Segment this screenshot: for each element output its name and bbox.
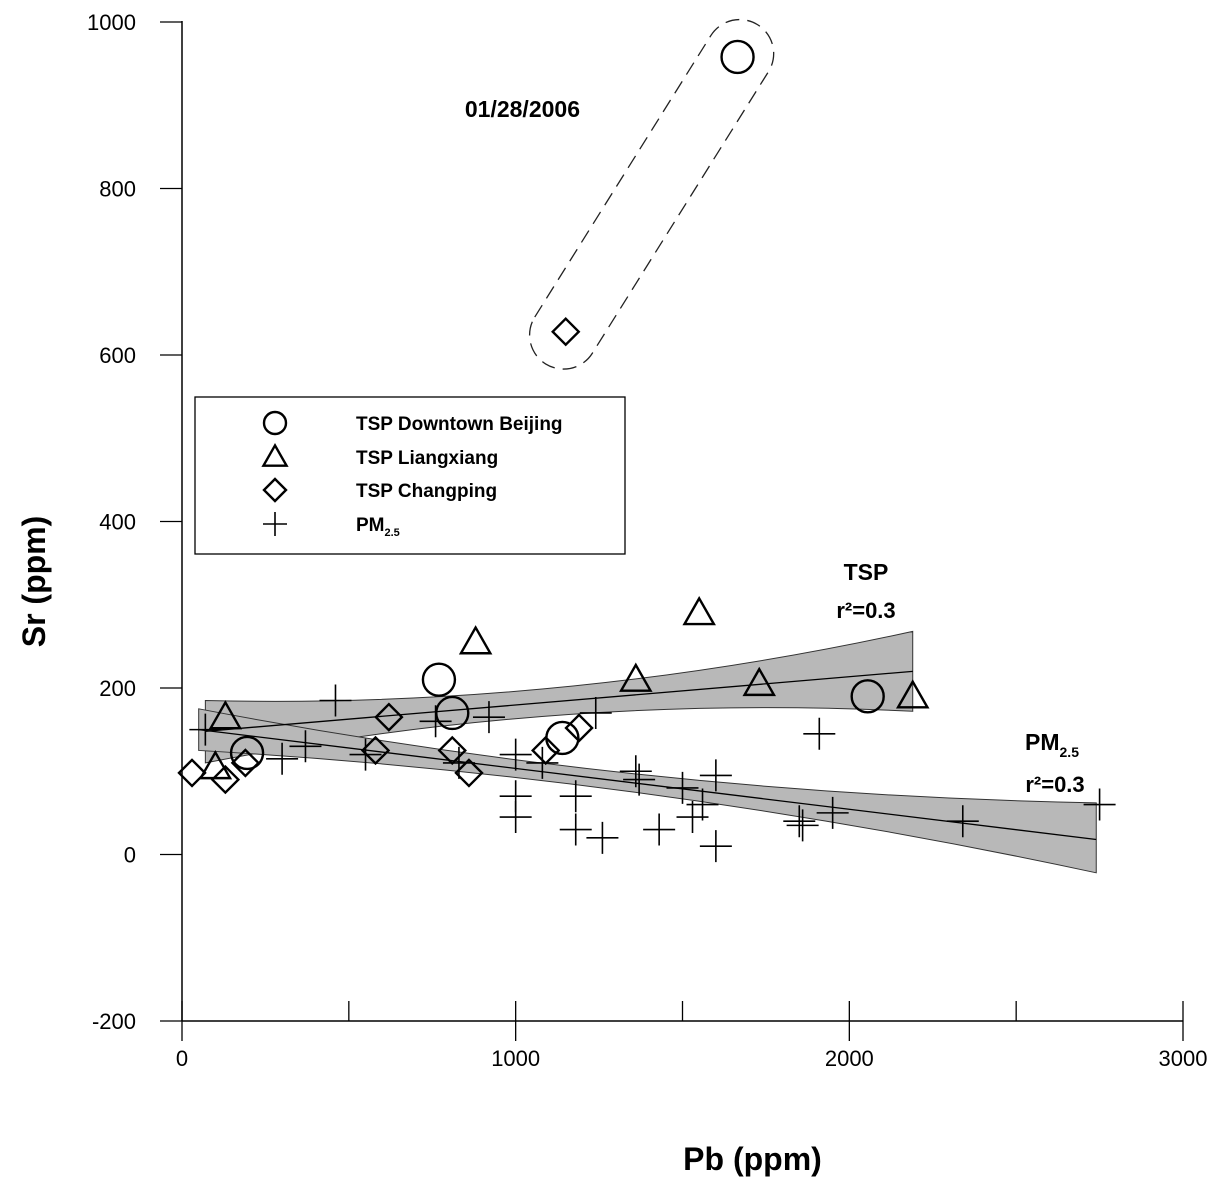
plus-marker bbox=[526, 746, 559, 779]
y-tick-label: 800 bbox=[99, 177, 136, 202]
diamond-marker bbox=[564, 713, 594, 743]
legend-box bbox=[194, 396, 626, 555]
fit-line-tsp bbox=[205, 670, 913, 732]
plus-marker bbox=[559, 780, 592, 813]
plus-marker bbox=[266, 742, 299, 775]
plus-marker bbox=[803, 717, 836, 750]
diamond-marker bbox=[210, 764, 241, 795]
diamond-marker bbox=[177, 758, 207, 788]
plus-marker bbox=[946, 805, 979, 838]
plus-marker bbox=[783, 805, 816, 838]
plus-marker bbox=[786, 809, 819, 842]
y-tick-label: 200 bbox=[99, 676, 136, 701]
circle-marker bbox=[421, 662, 457, 697]
plus-marker bbox=[319, 684, 352, 717]
plus-marker bbox=[686, 788, 719, 821]
plus-marker bbox=[499, 738, 532, 771]
y-tick-label: 1000 bbox=[87, 10, 136, 35]
circle-marker bbox=[850, 679, 885, 714]
y-axis-title: Sr (ppm) bbox=[16, 516, 52, 648]
diamond-marker bbox=[454, 758, 484, 788]
diamond-marker bbox=[374, 702, 404, 732]
plus-marker bbox=[472, 701, 505, 734]
plus-marker bbox=[623, 763, 656, 796]
legend-diamond-marker bbox=[262, 477, 288, 503]
plus-marker bbox=[289, 730, 322, 763]
plus-marker bbox=[1083, 788, 1116, 821]
plus-marker bbox=[619, 755, 652, 788]
date-annotation: 01/28/2006 bbox=[465, 96, 580, 122]
legend-circle-marker bbox=[262, 410, 288, 436]
plus-marker bbox=[699, 830, 732, 863]
fit-line-pm25 bbox=[198, 728, 1097, 841]
plus-marker bbox=[586, 821, 619, 854]
legend-label: TSP Downtown Beijing bbox=[356, 414, 563, 435]
y-tick-label: 600 bbox=[99, 343, 136, 368]
triangle-marker bbox=[742, 666, 777, 697]
legend-label: TSP Liangxiang bbox=[356, 448, 498, 469]
plus-marker bbox=[816, 796, 849, 829]
x-tick-label: 1000 bbox=[491, 1046, 540, 1071]
plus-marker bbox=[189, 713, 222, 746]
legend-label: PM2.5 bbox=[356, 515, 400, 539]
circle-marker bbox=[545, 720, 580, 756]
triangle-marker bbox=[208, 700, 243, 730]
legend-plus-marker bbox=[263, 512, 287, 536]
plus-marker bbox=[499, 801, 532, 834]
plus-marker bbox=[643, 813, 676, 846]
plus-marker bbox=[676, 801, 709, 834]
legend-label: TSP Changping bbox=[356, 481, 497, 502]
triangle-marker bbox=[682, 595, 716, 626]
y-tick-label: -200 bbox=[92, 1009, 136, 1034]
x-tick-label: 3000 bbox=[1159, 1046, 1208, 1071]
outlier-highlight bbox=[528, 18, 775, 370]
fit-label-pm25: PM2.5 bbox=[1025, 729, 1079, 760]
plus-marker bbox=[699, 759, 732, 792]
fit-r2-tsp: r²=0.3 bbox=[836, 598, 895, 623]
x-tick-label: 0 bbox=[176, 1046, 188, 1071]
confidence-band-pm25 bbox=[198, 708, 1097, 874]
triangle-marker bbox=[895, 679, 930, 709]
plus-marker bbox=[559, 813, 592, 846]
legend-triangle-marker bbox=[261, 443, 289, 467]
diamond-marker bbox=[360, 735, 391, 766]
x-axis-title: Pb (ppm) bbox=[683, 1141, 822, 1177]
x-tick-label: 2000 bbox=[825, 1046, 874, 1071]
circle-marker bbox=[720, 39, 755, 75]
triangle-marker bbox=[458, 625, 493, 655]
triangle-marker bbox=[619, 662, 653, 692]
plus-marker bbox=[419, 705, 452, 738]
plus-marker bbox=[666, 771, 699, 804]
plus-marker bbox=[442, 746, 475, 779]
diamond-marker bbox=[551, 316, 581, 347]
y-tick-label: 0 bbox=[124, 843, 136, 868]
plus-marker bbox=[579, 696, 612, 729]
fit-r2-pm25: r²=0.3 bbox=[1025, 772, 1084, 797]
diamond-marker bbox=[230, 748, 261, 778]
circle-marker bbox=[229, 735, 265, 771]
fit-label-tsp: TSP bbox=[844, 559, 889, 585]
plus-marker bbox=[349, 738, 382, 771]
y-tick-label: 400 bbox=[99, 510, 136, 535]
